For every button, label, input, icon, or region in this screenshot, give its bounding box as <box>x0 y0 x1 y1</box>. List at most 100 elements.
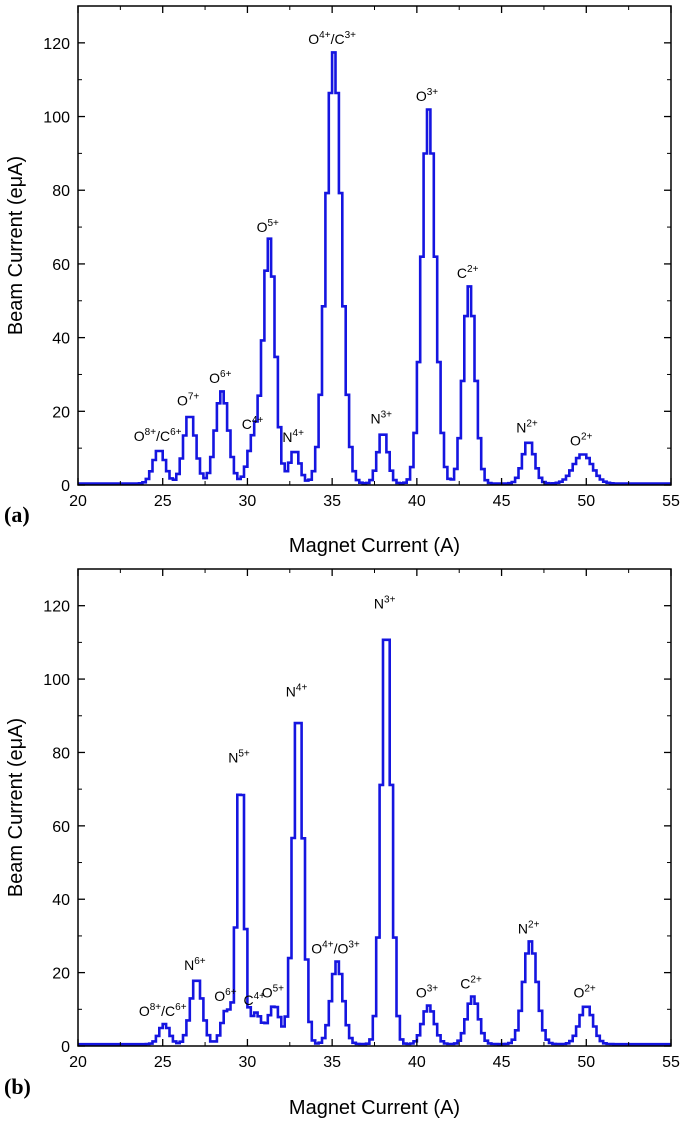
peak-label: O6+ <box>209 369 231 386</box>
ion-symbol: O <box>416 88 427 104</box>
y-tick-label: 60 <box>52 257 70 274</box>
peak-label: O3+ <box>416 87 438 104</box>
peak-label: O2+ <box>570 432 592 449</box>
ion-charge: 6+ <box>220 369 232 380</box>
ion-charge: 2+ <box>526 419 538 430</box>
y-tick-label: 100 <box>43 110 70 127</box>
peak-label: N2+ <box>518 919 540 936</box>
x-tick-label: 40 <box>408 1054 426 1071</box>
ion-symbol: O <box>177 393 188 409</box>
peak-label: O5+ <box>257 218 279 235</box>
ion-symbol: O <box>308 31 319 47</box>
ion-symbol: C <box>334 31 344 47</box>
x-tick-label: 50 <box>577 1054 595 1071</box>
y-tick-label: 0 <box>61 478 70 495</box>
panel-label: (a) <box>4 502 30 527</box>
peak-label: C2+ <box>457 264 479 281</box>
y-tick-label: 80 <box>52 183 70 200</box>
peak-label: C2+ <box>460 974 482 991</box>
ion-charge: 2+ <box>584 983 596 994</box>
y-tick-label: 60 <box>52 819 70 836</box>
ion-charge: 6+ <box>175 1002 187 1013</box>
peak-label: O5+ <box>262 983 284 1000</box>
ion-symbol: O <box>416 984 427 1000</box>
peak-label: O6+ <box>214 987 236 1004</box>
peak-label: N2+ <box>516 419 538 436</box>
ion-symbol: N <box>282 429 292 445</box>
ion-charge: 3+ <box>384 595 396 606</box>
ion-symbol: N <box>371 410 381 426</box>
peak-label: C4+ <box>242 415 264 432</box>
y-tick-label: 120 <box>43 599 70 616</box>
ion-charge: 3+ <box>345 30 357 41</box>
peak-label: O4+/C3+ <box>308 30 356 47</box>
x-tick-label: 20 <box>69 493 87 510</box>
ion-symbol: C <box>243 992 253 1008</box>
ion-symbol: O <box>337 940 348 956</box>
ion-charge: 2+ <box>581 432 593 443</box>
ion-charge: 6+ <box>194 956 206 967</box>
ion-charge: 5+ <box>238 749 250 760</box>
ion-separator: / <box>161 1003 165 1019</box>
ion-symbol: O <box>570 433 581 449</box>
y-axis-title: Beam Current (eμA) <box>5 718 27 897</box>
peak-label: O4+/O3+ <box>311 939 360 956</box>
peak-label: N5+ <box>228 749 250 766</box>
ion-symbol: N <box>516 420 526 436</box>
ion-symbol: O <box>139 1003 150 1019</box>
ion-charge: 8+ <box>150 1002 162 1013</box>
series-line-2 <box>78 638 671 1046</box>
ion-charge: 3+ <box>427 87 439 98</box>
ion-charge: 4+ <box>322 939 334 950</box>
peak-label: N4+ <box>282 428 304 445</box>
peak-label: N4+ <box>286 683 308 700</box>
ion-charge: 2+ <box>470 974 482 985</box>
x-axis-title: Magnet Current (A) <box>289 1097 460 1119</box>
ion-charge: 5+ <box>273 983 285 994</box>
x-tick-label: 35 <box>323 493 341 510</box>
ion-charge: 8+ <box>145 427 157 438</box>
ion-charge: 3+ <box>348 939 360 950</box>
ion-charge: 3+ <box>427 983 439 994</box>
x-tick-label: 45 <box>493 493 511 510</box>
ion-charge: 4+ <box>319 30 331 41</box>
ion-symbol: N <box>374 596 384 612</box>
peak-label: O2+ <box>573 983 595 1000</box>
ion-charge: 4+ <box>293 428 305 439</box>
peak-label: O8+/C6+ <box>139 1002 187 1019</box>
panel-label: (b) <box>4 1074 31 1099</box>
ion-charge: 4+ <box>254 991 266 1002</box>
x-tick-label: 20 <box>69 1054 87 1071</box>
ion-separator: / <box>334 940 338 956</box>
ion-symbol: N <box>228 750 238 766</box>
x-tick-label: 35 <box>323 1054 341 1071</box>
x-tick-label: 55 <box>662 1054 680 1071</box>
x-tick-label: 30 <box>239 493 257 510</box>
ion-symbol: C <box>165 1003 175 1019</box>
ion-symbol: O <box>214 988 225 1004</box>
peak-label: C4+ <box>243 991 265 1008</box>
y-tick-label: 80 <box>52 745 70 762</box>
ion-symbol: N <box>518 920 528 936</box>
x-tick-label: 25 <box>154 493 172 510</box>
ion-charge: 6+ <box>170 427 182 438</box>
ion-symbol: O <box>573 984 584 1000</box>
ion-symbol: N <box>286 684 296 700</box>
x-tick-label: 40 <box>408 493 426 510</box>
x-tick-label: 25 <box>154 1054 172 1071</box>
ion-separator: / <box>331 31 335 47</box>
ion-symbol: C <box>460 975 470 991</box>
x-tick-label: 30 <box>239 1054 257 1071</box>
series-line-1 <box>78 51 671 485</box>
ion-symbol: C <box>457 265 467 281</box>
ion-symbol: C <box>160 428 170 444</box>
y-tick-label: 0 <box>61 1039 70 1056</box>
ion-charge: 7+ <box>188 392 200 403</box>
peak-label: N6+ <box>184 956 206 973</box>
ion-symbol: O <box>257 219 268 235</box>
ion-charge: 3+ <box>381 409 393 420</box>
peak-label: N3+ <box>371 409 393 426</box>
